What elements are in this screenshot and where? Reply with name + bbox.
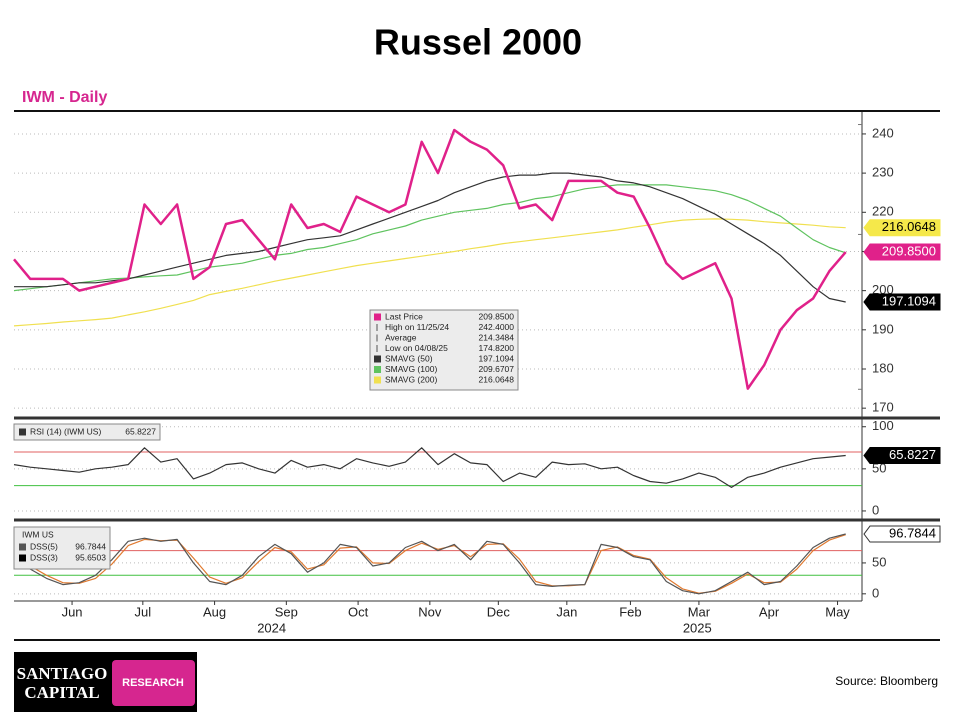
- legend-title: IWM US: [22, 529, 54, 539]
- y-tick-label: 170: [872, 400, 894, 415]
- x-tick-label: Apr: [759, 604, 780, 619]
- x-tick-label: Feb: [619, 604, 641, 619]
- legend-value: 65.8227: [125, 426, 156, 436]
- y-tick-label: 0: [872, 585, 879, 600]
- series-line: [14, 172, 846, 303]
- legend-swatch: [374, 376, 381, 384]
- y-tick-label: 240: [872, 125, 894, 140]
- legend-value: 214.3484: [479, 332, 515, 342]
- legend-value: 197.1094: [479, 353, 515, 363]
- logo-tag: RESEARCH: [122, 677, 184, 689]
- y-tick-label: 190: [872, 321, 894, 336]
- y-tick-label: 230: [872, 165, 894, 180]
- legend-label: SMAVG (200): [385, 374, 437, 384]
- legend-label: DSS(5): [30, 541, 58, 551]
- legend-label: SMAVG (100): [385, 364, 437, 374]
- last-value-tag: [863, 447, 941, 465]
- x-tick-label: Jul: [135, 604, 152, 619]
- source-note: Source: Bloomberg: [835, 674, 938, 688]
- slide-title: Russel 2000: [374, 22, 582, 63]
- x-tick-label: Nov: [418, 604, 442, 619]
- legend-label: Average: [385, 332, 417, 342]
- y-tick-label: 100: [872, 418, 894, 433]
- legend-label: High on 11/25/24: [385, 322, 449, 332]
- legend-swatch: [19, 428, 26, 436]
- x-tick-label: Aug: [203, 604, 226, 619]
- legend-box: [13, 423, 161, 441]
- legend-swatch: [374, 313, 381, 321]
- x-tick-label: May: [825, 604, 850, 619]
- y-tick-label: 0: [872, 502, 879, 517]
- legend-label: DSS(3): [30, 552, 58, 562]
- last-value-label: 216.0648: [882, 219, 936, 234]
- last-value-tag: [863, 525, 941, 543]
- series-line: [13, 534, 846, 594]
- legend-value: 209.6707: [479, 364, 515, 374]
- legend-value: 216.0648: [479, 374, 515, 384]
- legend-box: [369, 309, 519, 391]
- legend-label: Last Price: [385, 311, 423, 321]
- legend-value: 95.6503: [75, 552, 106, 562]
- series-line: [13, 128, 847, 390]
- x-tick-label: Sep: [275, 604, 298, 619]
- series-line: [13, 447, 846, 488]
- legend-label: Low on 04/08/25: [385, 343, 448, 353]
- last-value-tag: [863, 243, 941, 261]
- legend-swatch: [374, 355, 381, 363]
- y-tick-label: 180: [872, 360, 894, 375]
- last-value-label: 197.1094: [882, 293, 936, 308]
- last-value-label: 96.7844: [889, 525, 936, 540]
- legend-label: SMAVG (50): [385, 353, 433, 363]
- y-tick-label: 50: [872, 460, 886, 475]
- series-line: [13, 218, 846, 327]
- logo-text: CAPITAL: [24, 683, 99, 702]
- legend-label: RSI (14) (IWM US): [30, 426, 101, 436]
- legend-value: 209.8500: [479, 311, 515, 321]
- series-line: [13, 533, 846, 595]
- legend-swatch: [19, 554, 26, 562]
- x-year-label: 2025: [683, 620, 712, 635]
- x-tick-label: Mar: [688, 604, 711, 619]
- x-tick-label: Dec: [487, 604, 511, 619]
- series-line: [13, 184, 846, 292]
- logo-tag-background: [112, 660, 195, 706]
- logo-text: SANTIAGO: [17, 664, 108, 683]
- x-year-label: 2024: [257, 620, 286, 635]
- y-tick-label: 200: [872, 282, 894, 297]
- chart-subtitle: IWM - Daily: [22, 89, 107, 106]
- logo: SANTIAGO CAPITAL RESEARCH: [14, 652, 197, 712]
- legend-value: 174.8200: [479, 343, 515, 353]
- y-tick-label: 50: [872, 554, 886, 569]
- last-value-tag: [863, 293, 941, 311]
- y-tick-label: 220: [872, 204, 894, 219]
- x-tick-label: Oct: [348, 604, 369, 619]
- last-value-label: 209.8500: [882, 243, 936, 258]
- x-tick-label: Jun: [62, 604, 83, 619]
- legend-swatch: [19, 543, 26, 551]
- x-tick-label: Jan: [556, 604, 577, 619]
- last-value-label: 65.8227: [889, 447, 936, 462]
- legend-value: 242.4000: [479, 322, 515, 332]
- last-value-tag: [863, 219, 941, 237]
- legend-swatch: [374, 366, 381, 373]
- legend-value: 96.7844: [75, 541, 106, 551]
- legend-box: [13, 526, 111, 570]
